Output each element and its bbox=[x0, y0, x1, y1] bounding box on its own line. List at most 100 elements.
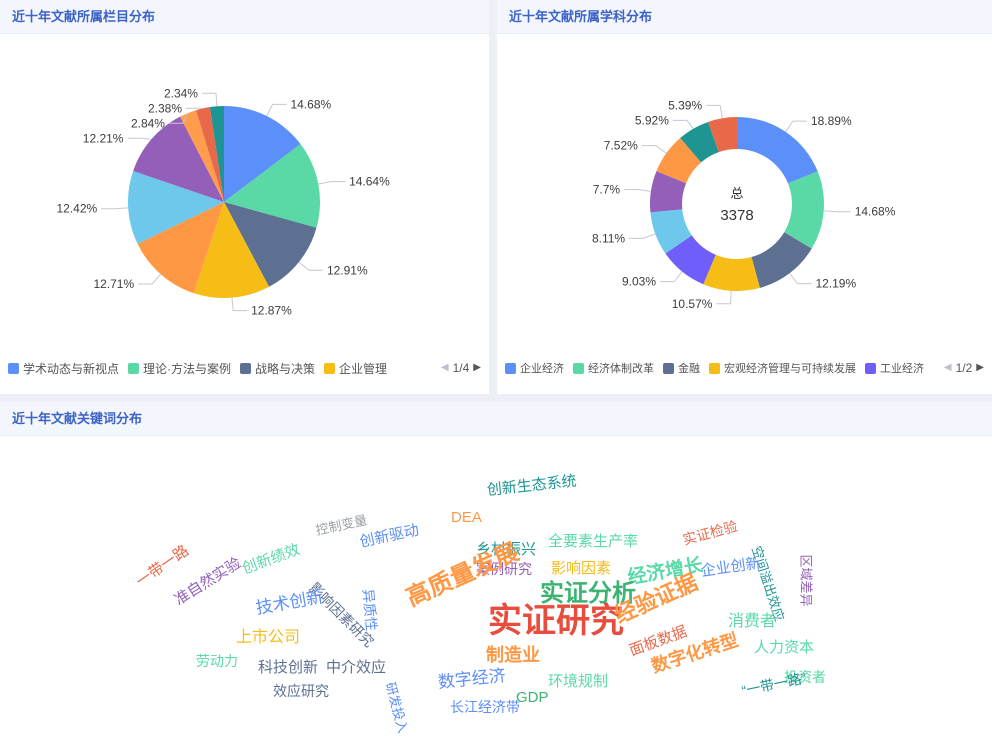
keyword[interactable]: 技术创新 bbox=[254, 587, 325, 618]
pie-slice[interactable] bbox=[195, 107, 224, 202]
keyword[interactable]: 投资者 bbox=[784, 669, 826, 685]
keyword[interactable]: 制造业 bbox=[486, 645, 540, 665]
slice-percent-label: 10.57% bbox=[672, 297, 713, 311]
label-line bbox=[706, 104, 723, 119]
pie-slice[interactable] bbox=[737, 117, 818, 184]
pie-slice[interactable] bbox=[193, 202, 270, 298]
keyword[interactable]: 劳动力 bbox=[196, 653, 238, 669]
subjects-donut-chart[interactable]: 18.89% 14.68% 12.19% 5.39%5.92% 7.52% 7.7% 8.1… bbox=[497, 34, 992, 346]
keyword[interactable]: 乡村振兴 bbox=[476, 541, 537, 558]
pie-slice[interactable] bbox=[128, 171, 224, 244]
keyword[interactable]: 消费者 bbox=[728, 613, 777, 630]
panel-columns-distribution: 近十年文献所属栏目分布 14.68% 14.64% 12.91% 12.87% 2.34… bbox=[0, 0, 489, 394]
keyword[interactable]: “一带一路” bbox=[740, 669, 808, 699]
legend-label: 金融 bbox=[678, 363, 700, 375]
pager-next-icon[interactable]: ▶ bbox=[976, 362, 984, 373]
keyword[interactable]: 上市公司 bbox=[236, 629, 301, 646]
keyword[interactable]: 创新绩效 bbox=[240, 540, 303, 578]
keyword[interactable]: 实证分析 bbox=[540, 580, 636, 607]
keyword[interactable]: 一带一路 bbox=[133, 542, 193, 591]
panel-columns-header: 近十年文献所属栏目分布 bbox=[0, 0, 489, 34]
panel-keywords-title: 近十年文献关键词分布 bbox=[12, 411, 143, 426]
keyword[interactable]: 企业创新 bbox=[699, 554, 762, 580]
label-line bbox=[298, 261, 323, 271]
pie-slice[interactable] bbox=[680, 121, 719, 163]
keyword[interactable]: 环境规制 bbox=[548, 673, 609, 690]
pie-slice[interactable] bbox=[224, 144, 321, 228]
panel-keywords-distribution: 近十年文献关键词分布 创新生态系统 控制变量 DEA 创新驱动 乡村振兴 全要素生产率 实证… bbox=[0, 402, 992, 744]
pie-slice[interactable] bbox=[224, 106, 301, 202]
keyword[interactable]: 科技创新 bbox=[258, 659, 319, 676]
columns-pie-chart[interactable]: 14.68% 14.64% 12.91% 12.87% 2.34%2.38%2.84% 1… bbox=[0, 34, 489, 346]
keyword[interactable]: 异质性 bbox=[360, 588, 380, 632]
legend-swatch bbox=[865, 362, 876, 374]
legend-item-3[interactable]: 企业管理 bbox=[324, 360, 387, 377]
keyword[interactable]: 人力资本 bbox=[754, 639, 815, 656]
pie-slice[interactable] bbox=[133, 116, 224, 202]
label-line bbox=[318, 181, 346, 185]
keyword[interactable]: 实证检验 bbox=[680, 517, 740, 548]
label-line bbox=[716, 290, 732, 305]
slice-percent-label: 2.84% bbox=[131, 116, 165, 130]
legend-item-1[interactable]: 理论·方法与案例 bbox=[128, 360, 231, 377]
slice-percent-label: 14.64% bbox=[349, 175, 390, 189]
keyword[interactable]: 创新生态系统 bbox=[486, 472, 578, 499]
keyword[interactable]: 长江经济带 bbox=[450, 699, 520, 715]
panel-subjects-title: 近十年文献所属学科分布 bbox=[509, 9, 653, 24]
label-line bbox=[138, 273, 162, 285]
legend-item-0[interactable]: 企业经济 bbox=[505, 360, 564, 376]
keyword[interactable]: 案例研究 bbox=[476, 561, 532, 577]
legend-label: 理论·方法与案例 bbox=[143, 361, 232, 376]
legend-item-2[interactable]: 战略与决策 bbox=[240, 360, 315, 377]
pager-prev-icon[interactable]: ◀ bbox=[943, 362, 952, 373]
pie-slice[interactable] bbox=[180, 110, 224, 202]
pie-slice[interactable] bbox=[784, 171, 824, 249]
slice-percent-label: 12.19% bbox=[815, 277, 856, 291]
pie-slice[interactable] bbox=[650, 209, 692, 254]
pie-slice[interactable] bbox=[137, 202, 224, 294]
legend-swatch bbox=[505, 362, 516, 374]
legend-item-4[interactable]: 工业经济 bbox=[865, 360, 924, 376]
keyword[interactable]: 全要素生产率 bbox=[548, 533, 639, 550]
pie-slice[interactable] bbox=[703, 254, 760, 291]
keyword[interactable]: 区域差异 bbox=[798, 554, 814, 607]
label-line bbox=[672, 119, 694, 130]
slice-percent-label: 12.91% bbox=[327, 263, 368, 277]
pie-slice[interactable] bbox=[209, 106, 224, 202]
keyword[interactable]: 数字经济 bbox=[437, 665, 507, 692]
legend-label: 企业经济 bbox=[520, 363, 564, 375]
label-line bbox=[266, 103, 287, 117]
keyword[interactable]: 实证研究 bbox=[488, 602, 624, 640]
keyword[interactable]: 准自然实验 bbox=[171, 554, 245, 609]
legend-item-2[interactable]: 金融 bbox=[663, 360, 700, 376]
pie-slice[interactable] bbox=[224, 202, 317, 287]
slice-percent-label: 12.42% bbox=[57, 202, 98, 216]
legend-label: 工业经济 bbox=[880, 363, 924, 375]
legend-item-0[interactable]: 学术动态与新视点 bbox=[8, 360, 119, 377]
keyword[interactable]: 研发投入 bbox=[382, 680, 411, 735]
legend-swatch bbox=[573, 362, 584, 374]
legend-label: 学术动态与新视点 bbox=[23, 361, 120, 376]
pie-slice[interactable] bbox=[751, 232, 812, 288]
keyword[interactable]: DEA bbox=[451, 509, 482, 526]
legend-item-3[interactable]: 宏观经济管理与可持续发展 bbox=[709, 360, 856, 376]
pager-next-icon[interactable]: ▶ bbox=[473, 362, 481, 373]
label-line bbox=[101, 207, 129, 210]
legend-label: 宏观经济管理与可持续发展 bbox=[724, 363, 856, 375]
keyword[interactable]: 中介效应 bbox=[326, 659, 387, 676]
pie-slice[interactable] bbox=[650, 171, 687, 213]
keyword[interactable]: GDP bbox=[516, 689, 549, 706]
keyword[interactable]: 影响因素 bbox=[551, 560, 612, 577]
pager-prev-icon[interactable]: ◀ bbox=[440, 362, 449, 373]
donut-center-value: 3378 bbox=[720, 207, 753, 224]
label-line bbox=[624, 188, 651, 192]
pie-slice[interactable] bbox=[656, 138, 702, 184]
pie-slice[interactable] bbox=[665, 235, 716, 285]
legend-swatch bbox=[8, 362, 19, 374]
legend-item-1[interactable]: 经济体制改革 bbox=[573, 360, 654, 376]
columns-legend: 学术动态与新视点 理论·方法与案例 战略与决策 企业管理 ◀ 1/4 ▶ bbox=[0, 346, 489, 390]
pie-slice[interactable] bbox=[708, 117, 737, 153]
legend-swatch bbox=[324, 362, 336, 374]
keyword[interactable]: 效应研究 bbox=[273, 683, 329, 699]
label-line bbox=[168, 112, 189, 124]
